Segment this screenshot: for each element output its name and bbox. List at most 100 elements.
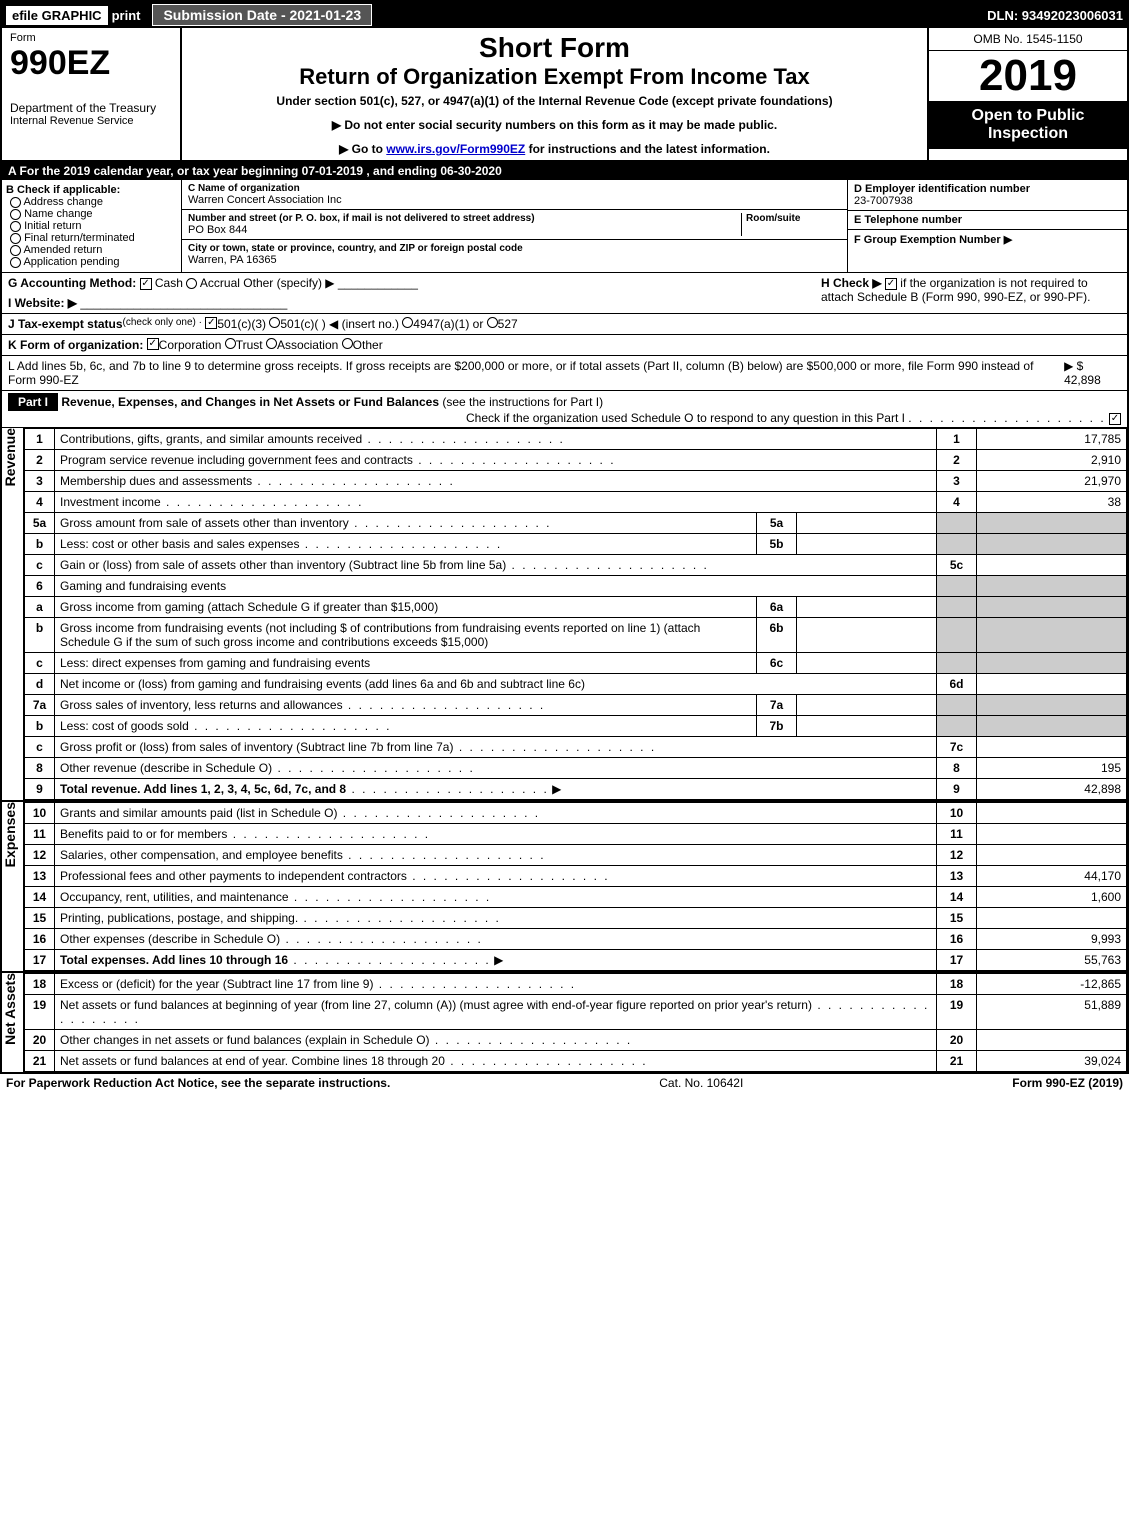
dln-label: DLN: 93492023006031 xyxy=(987,8,1123,23)
l-text: L Add lines 5b, 6c, and 7b to line 9 to … xyxy=(8,359,1064,387)
line-2: 2Program service revenue including gover… xyxy=(25,450,1127,471)
line-a: A For the 2019 calendar year, or tax yea… xyxy=(2,162,1127,180)
tax-year: 2019 xyxy=(929,51,1127,101)
form-label: Form xyxy=(10,32,172,44)
form-header: Form 990EZ Department of the Treasury In… xyxy=(2,28,1127,162)
h-label: H Check ▶ xyxy=(821,276,882,290)
chk-other[interactable] xyxy=(342,338,353,349)
chk-address[interactable]: Address change xyxy=(10,196,177,208)
chk-501c3[interactable] xyxy=(205,317,217,329)
part1-instr: (see the instructions for Part I) xyxy=(442,395,603,409)
chk-501c[interactable] xyxy=(269,317,280,328)
chk-assoc[interactable] xyxy=(266,338,277,349)
chk-final[interactable]: Final return/terminated xyxy=(10,232,177,244)
chk-trust[interactable] xyxy=(225,338,236,349)
omb-number: OMB No. 1545-1150 xyxy=(929,28,1127,51)
return-title: Return of Organization Exempt From Incom… xyxy=(186,64,923,90)
org-address: PO Box 844 xyxy=(188,224,741,236)
line-6a: aGross income from gaming (attach Schedu… xyxy=(25,597,1127,618)
line-18: 18Excess or (deficit) for the year (Subt… xyxy=(25,974,1127,995)
box-d: D Employer identification number 23-7007… xyxy=(847,180,1127,272)
group-exempt-label: F Group Exemption Number ▶ xyxy=(854,233,1121,246)
print-label[interactable]: print xyxy=(112,8,141,23)
header-mid: Short Form Return of Organization Exempt… xyxy=(182,28,927,160)
line-9: 9Total revenue. Add lines 1, 2, 3, 4, 5c… xyxy=(25,779,1127,800)
part1-header: Part I Revenue, Expenses, and Changes in… xyxy=(2,391,1127,428)
footer-right: Form 990-EZ (2019) xyxy=(1012,1076,1123,1090)
ein-value: 23-7007938 xyxy=(854,195,1121,207)
line-16: 16Other expenses (describe in Schedule O… xyxy=(25,929,1127,950)
chk-schedule-o[interactable] xyxy=(1109,413,1121,425)
line-10: 10Grants and similar amounts paid (list … xyxy=(25,803,1127,824)
goto-row: ▶ Go to www.irs.gov/Form990EZ for instru… xyxy=(186,142,923,156)
line-7a: 7aGross sales of inventory, less returns… xyxy=(25,695,1127,716)
line-12: 12Salaries, other compensation, and empl… xyxy=(25,845,1127,866)
form-container: efile GRAPHIC print Submission Date - 20… xyxy=(0,0,1129,1074)
netassets-section: Net Assets 18Excess or (deficit) for the… xyxy=(2,971,1127,1072)
line-15: 15Printing, publications, postage, and s… xyxy=(25,908,1127,929)
chk-name[interactable]: Name change xyxy=(10,208,177,220)
line-8: 8Other revenue (describe in Schedule O)8… xyxy=(25,758,1127,779)
line-1: 1Contributions, gifts, grants, and simil… xyxy=(25,429,1127,450)
chk-accrual[interactable] xyxy=(186,278,197,289)
chk-h[interactable] xyxy=(885,278,897,290)
line-6b: bGross income from fundraising events (n… xyxy=(25,618,1127,653)
efile-badge: efile GRAPHIC xyxy=(6,6,108,25)
revenue-table: 1Contributions, gifts, grants, and simil… xyxy=(24,428,1127,800)
no-ssn-note: ▶ Do not enter social security numbers o… xyxy=(186,118,923,132)
i-label: I Website: ▶ xyxy=(8,296,77,310)
row-l: L Add lines 5b, 6c, and 7b to line 9 to … xyxy=(2,356,1127,391)
line-19: 19Net assets or fund balances at beginni… xyxy=(25,995,1127,1030)
k-label: K Form of organization: xyxy=(8,338,143,352)
line-5c: cGain or (loss) from sale of assets othe… xyxy=(25,555,1127,576)
box-b: B Check if applicable: Address change Na… xyxy=(2,180,182,272)
chk-cash[interactable] xyxy=(140,278,152,290)
addr-label: Number and street (or P. O. box, if mail… xyxy=(188,213,741,224)
line-7c: cGross profit or (loss) from sales of in… xyxy=(25,737,1127,758)
goto-prefix: ▶ Go to xyxy=(339,142,386,156)
org-name-label: C Name of organization xyxy=(188,183,841,194)
line-3: 3Membership dues and assessments321,970 xyxy=(25,471,1127,492)
info-box: B Check if applicable: Address change Na… xyxy=(2,180,1127,273)
chk-corp[interactable] xyxy=(147,338,159,350)
revenue-section: Revenue 1Contributions, gifts, grants, a… xyxy=(2,428,1127,800)
page-footer: For Paperwork Reduction Act Notice, see … xyxy=(0,1074,1129,1092)
form-number: 990EZ xyxy=(10,44,172,83)
line-14: 14Occupancy, rent, utilities, and mainte… xyxy=(25,887,1127,908)
section-subtext: Under section 501(c), 527, or 4947(a)(1)… xyxy=(186,94,923,108)
department: Department of the Treasury xyxy=(10,101,172,115)
line-21: 21Net assets or fund balances at end of … xyxy=(25,1051,1127,1072)
short-form-title: Short Form xyxy=(186,32,923,64)
line-4: 4Investment income438 xyxy=(25,492,1127,513)
row-k: K Form of organization: Corporation Trus… xyxy=(2,335,1127,356)
expenses-table: 10Grants and similar amounts paid (list … xyxy=(24,802,1127,971)
box-b-label: B Check if applicable: xyxy=(6,184,177,196)
phone-label: E Telephone number xyxy=(854,214,1121,226)
chk-pending[interactable]: Application pending xyxy=(10,256,177,268)
row-g-h: G Accounting Method: Cash Accrual Other … xyxy=(2,273,1127,314)
footer-left: For Paperwork Reduction Act Notice, see … xyxy=(6,1076,390,1090)
part1-check-text: Check if the organization used Schedule … xyxy=(466,411,905,425)
open-to-public: Open to Public Inspection xyxy=(929,101,1127,149)
city-label: City or town, state or province, country… xyxy=(188,243,841,254)
expenses-sidebar: Expenses xyxy=(2,802,24,971)
room-label: Room/suite xyxy=(746,213,841,224)
revenue-sidebar: Revenue xyxy=(2,428,24,800)
line-7b: bLess: cost of goods sold7b xyxy=(25,716,1127,737)
j-label: J Tax-exempt status xyxy=(8,317,123,331)
part1-title: Revenue, Expenses, and Changes in Net As… xyxy=(61,395,439,409)
expenses-section: Expenses 10Grants and similar amounts pa… xyxy=(2,800,1127,971)
chk-amended[interactable]: Amended return xyxy=(10,244,177,256)
line-6d: dNet income or (loss) from gaming and fu… xyxy=(25,674,1127,695)
line-20: 20Other changes in net assets or fund ba… xyxy=(25,1030,1127,1051)
line-6c: cLess: direct expenses from gaming and f… xyxy=(25,653,1127,674)
line-5a: 5aGross amount from sale of assets other… xyxy=(25,513,1127,534)
line-6: 6Gaming and fundraising events xyxy=(25,576,1127,597)
g-label: G Accounting Method: xyxy=(8,276,136,290)
chk-527[interactable] xyxy=(487,317,498,328)
l-amt: ▶ $ 42,898 xyxy=(1064,359,1121,387)
chk-4947[interactable] xyxy=(402,317,413,328)
line-17: 17Total expenses. Add lines 10 through 1… xyxy=(25,950,1127,971)
irs-link[interactable]: www.irs.gov/Form990EZ xyxy=(386,142,525,156)
chk-initial[interactable]: Initial return xyxy=(10,220,177,232)
